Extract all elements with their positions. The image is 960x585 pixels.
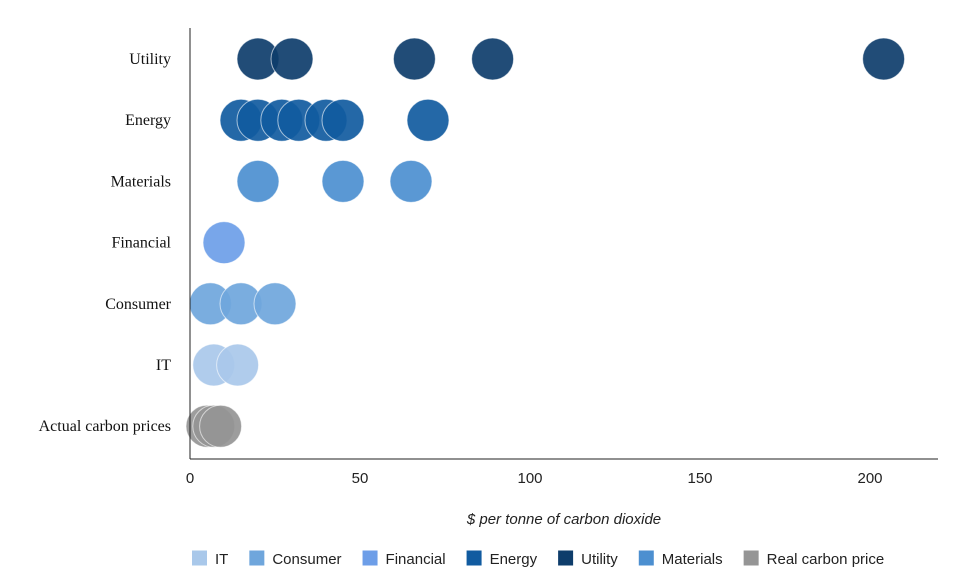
- category-label-consumer: Consumer: [105, 296, 171, 313]
- bubble-materials-2: [389, 159, 433, 203]
- x-axis-title: $ per tonne of carbon dioxide: [466, 511, 661, 528]
- category-label-it: IT: [156, 357, 171, 374]
- bubble-consumer-2: [253, 282, 297, 326]
- legend-label-consumer: Consumer: [272, 551, 341, 568]
- legend-swatch-real-carbon-price: [743, 550, 759, 566]
- x-tick-label-200: 200: [857, 470, 882, 487]
- bubble-energy-6: [406, 98, 450, 142]
- legend-label-utility: Utility: [581, 551, 618, 568]
- legend-swatch-utility: [558, 550, 574, 566]
- bubble-energy-5: [321, 98, 365, 142]
- x-tick-label-0: 0: [186, 470, 194, 487]
- bubble-materials-1: [321, 159, 365, 203]
- legend-swatch-energy: [466, 550, 482, 566]
- legend-swatch-it: [192, 550, 207, 566]
- x-tick-label-150: 150: [687, 470, 712, 487]
- x-tick-label-100: 100: [517, 470, 542, 487]
- category-label-utility: Utility: [129, 51, 171, 68]
- category-label-energy: Energy: [125, 112, 171, 129]
- category-label-actual-carbon-prices: Actual carbon prices: [39, 418, 171, 435]
- bubbles-layer: [185, 37, 906, 448]
- legend-label-energy: Energy: [490, 551, 538, 568]
- legend: IT Consumer Financial Energy Utility Material…: [192, 550, 885, 568]
- x-tick-labels: 0 50 100 150 200: [186, 470, 883, 487]
- category-label-financial: Financial: [111, 235, 171, 252]
- legend-label-it: IT: [215, 551, 228, 568]
- x-tick-label-50: 50: [352, 470, 369, 487]
- legend-label-real-carbon-price: Real carbon price: [767, 551, 885, 568]
- bubble-it-1: [216, 343, 260, 387]
- legend-swatch-financial: [362, 550, 378, 566]
- category-labels: Utility Energy Materials Financial Consumer I…: [39, 51, 172, 435]
- bubble-materials-0: [236, 159, 280, 203]
- legend-swatch-consumer: [249, 550, 265, 566]
- bubble-utility-2: [392, 37, 436, 81]
- legend-label-financial: Financial: [386, 551, 446, 568]
- bubble-utility-1: [270, 37, 314, 81]
- bubble-real-carbon-price-2: [199, 404, 243, 448]
- bubble-utility-3: [471, 37, 515, 81]
- legend-label-materials: Materials: [662, 551, 723, 568]
- category-label-materials: Materials: [111, 173, 171, 190]
- legend-swatch-materials: [638, 550, 654, 566]
- bubble-financial-0: [202, 221, 246, 265]
- bubble-utility-4: [862, 37, 906, 81]
